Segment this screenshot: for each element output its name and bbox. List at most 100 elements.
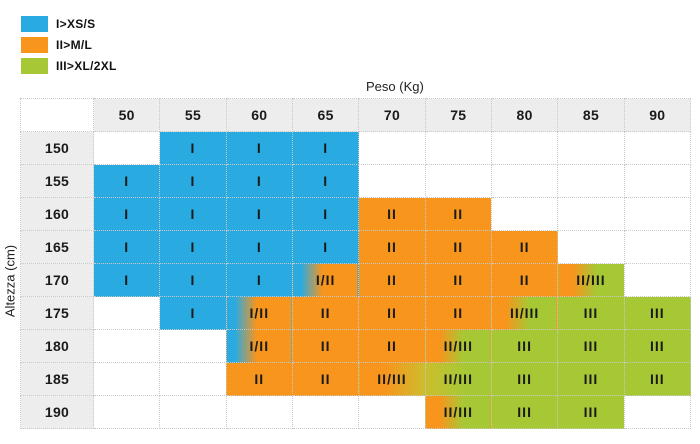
legend-label: III>XL/2XL	[56, 58, 117, 73]
size-cell-165-70: II	[358, 230, 426, 264]
size-cell-165-85	[557, 230, 625, 264]
legend-swatch	[21, 57, 48, 74]
size-cell-180-55	[159, 329, 227, 363]
row-header-150: 150	[20, 131, 94, 165]
size-cell-155-70	[358, 164, 426, 198]
size-cell-150-80	[490, 131, 559, 165]
size-cell-185-85: III	[557, 362, 625, 396]
legend-label: II>M/L	[56, 37, 93, 52]
size-cell-160-90	[623, 197, 692, 231]
size-cell-185-90: III	[623, 362, 692, 396]
size-cell-185-65: II	[291, 362, 360, 396]
size-cell-185-70: II/III	[358, 362, 426, 396]
table-row-185: 185 II II II/III II/III III III III	[20, 362, 692, 396]
size-cell-150-90	[623, 131, 692, 165]
row-header-170: 170	[20, 263, 94, 297]
table-row-190: 190 II/III III III	[20, 395, 692, 429]
size-table: 50 55 60 65 70 75 80 85 90 150 I I I 155 I I I I 160 I I I I II…	[20, 98, 692, 429]
size-cell-170-90	[623, 263, 692, 297]
size-cell-165-60: I	[225, 230, 293, 264]
size-cell-170-60: I	[225, 263, 293, 297]
row-header-175: 175	[20, 296, 94, 330]
size-cell-160-50: I	[92, 197, 161, 231]
size-cell-165-90	[623, 230, 692, 264]
column-header-80: 80	[490, 98, 559, 132]
size-cell-180-65: II	[291, 329, 360, 363]
size-cell-175-65: II	[291, 296, 360, 330]
column-header-55: 55	[159, 98, 227, 132]
size-cell-180-75: II/III	[424, 329, 492, 363]
size-cell-165-65: I	[291, 230, 360, 264]
column-header-50: 50	[92, 98, 161, 132]
size-cell-180-70: II	[358, 329, 426, 363]
size-cell-160-80	[490, 197, 559, 231]
legend-item: II>M/L	[21, 36, 117, 53]
size-cell-170-75: II	[424, 263, 492, 297]
column-header-60: 60	[225, 98, 293, 132]
size-cell-150-55: I	[159, 131, 227, 165]
column-header-75: 75	[424, 98, 492, 132]
size-cell-155-50: I	[92, 164, 161, 198]
size-cell-155-65: I	[291, 164, 360, 198]
row-header-185: 185	[20, 362, 94, 396]
size-cell-180-80: III	[490, 329, 559, 363]
size-table-body: 50 55 60 65 70 75 80 85 90 150 I I I 155 I I I I 160 I I I I II…	[20, 98, 692, 429]
size-cell-185-75: II/III	[424, 362, 492, 396]
size-cell-160-75: II	[424, 197, 492, 231]
size-cell-150-65: I	[291, 131, 360, 165]
size-cell-165-50: I	[92, 230, 161, 264]
table-row-170: 170 I I I I/II II II II II/III	[20, 263, 692, 297]
row-header-180: 180	[20, 329, 94, 363]
size-cell-175-80: II/III	[490, 296, 559, 330]
size-cell-175-75: II	[424, 296, 492, 330]
size-cell-170-80: II	[490, 263, 559, 297]
size-cell-170-70: II	[358, 263, 426, 297]
size-cell-175-85: III	[557, 296, 625, 330]
column-header-85: 85	[557, 98, 625, 132]
size-cell-155-80	[490, 164, 559, 198]
legend-item: III>XL/2XL	[21, 57, 117, 74]
size-cell-185-50	[92, 362, 161, 396]
size-cell-190-75: II/III	[424, 395, 492, 429]
row-header-165: 165	[20, 230, 94, 264]
size-cell-190-60	[225, 395, 293, 429]
row-header-190: 190	[20, 395, 94, 429]
size-cell-155-75	[424, 164, 492, 198]
size-cell-165-55: I	[159, 230, 227, 264]
table-row-150: 150 I I I	[20, 131, 692, 165]
table-row-180: 180 I/II II II II/III III III III	[20, 329, 692, 363]
column-header-90: 90	[623, 98, 692, 132]
legend: I>XS/S II>M/L III>XL/2XL	[21, 15, 117, 78]
size-cell-150-50	[92, 131, 161, 165]
size-cell-150-60: I	[225, 131, 293, 165]
table-header-row: 50 55 60 65 70 75 80 85 90	[20, 98, 692, 132]
size-cell-165-75: II	[424, 230, 492, 264]
table-row-160: 160 I I I I II II	[20, 197, 692, 231]
size-cell-190-55	[159, 395, 227, 429]
size-cell-190-85: III	[557, 395, 625, 429]
size-cell-155-90	[623, 164, 692, 198]
size-cell-180-50	[92, 329, 161, 363]
size-cell-150-75	[424, 131, 492, 165]
size-cell-180-60: I/II	[225, 329, 293, 363]
size-cell-180-85: III	[557, 329, 625, 363]
size-cell-160-55: I	[159, 197, 227, 231]
size-cell-160-60: I	[225, 197, 293, 231]
column-header-65: 65	[291, 98, 360, 132]
size-cell-155-55: I	[159, 164, 227, 198]
size-cell-155-60: I	[225, 164, 293, 198]
size-cell-160-65: I	[291, 197, 360, 231]
size-cell-175-50	[92, 296, 161, 330]
y-axis-title: Altezza (cm)	[2, 244, 18, 318]
size-cell-160-85	[557, 197, 625, 231]
row-header-160: 160	[20, 197, 94, 231]
size-cell-175-90: III	[623, 296, 692, 330]
size-cell-190-90	[623, 395, 692, 429]
size-cell-160-70: II	[358, 197, 426, 231]
size-cell-190-80: III	[490, 395, 559, 429]
legend-item: I>XS/S	[21, 15, 117, 32]
size-cell-175-55: I	[159, 296, 227, 330]
size-cell-150-85	[557, 131, 625, 165]
column-header-70: 70	[358, 98, 426, 132]
